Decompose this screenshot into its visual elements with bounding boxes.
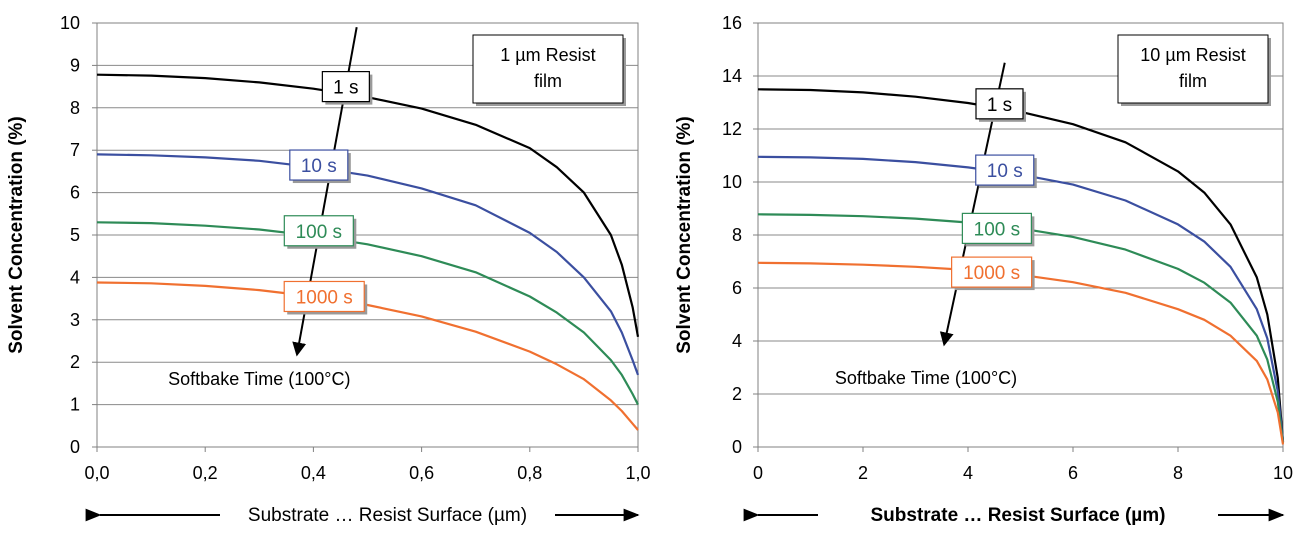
- curve-label: 1 s: [987, 95, 1012, 116]
- series-line-1s: [96, 73, 640, 337]
- y-tick-label: 12: [722, 119, 742, 139]
- series-line-1000s: [96, 281, 639, 431]
- y-tick-label: 7: [70, 140, 80, 160]
- series-line-1s: [757, 88, 1285, 442]
- y-axis-label: Solvent Concentration (%): [6, 116, 27, 354]
- chart-right-10um: 0 2 4 6 8 10 12 14 16 0 2 4 6 8 10 Solvent Concentratio…: [674, 13, 1293, 526]
- curve-label-box: [321, 70, 370, 103]
- y-tick-label: 6: [70, 183, 80, 203]
- curve-label: 1 s: [333, 78, 358, 99]
- film-box-text: film: [534, 71, 562, 91]
- curve-label: 100 s: [974, 219, 1020, 240]
- y-tick-label: 9: [70, 55, 80, 75]
- x-tick-label: 0,8: [517, 463, 542, 483]
- x-tick-label: 8: [1173, 463, 1183, 483]
- series-line-10s: [757, 155, 1285, 442]
- y-tick-label: 3: [70, 310, 80, 330]
- x-tick-label: 1,0: [625, 463, 650, 483]
- film-box-text: film: [1179, 71, 1207, 91]
- x-tick-label: 0,2: [193, 463, 218, 483]
- softbake-annotation: Softbake Time (100°C): [835, 368, 1017, 388]
- x-tick-label: 2: [858, 463, 868, 483]
- y-tick-label: 2: [70, 352, 80, 372]
- curve-label-box: [975, 88, 1024, 120]
- curve-label-box: [975, 154, 1035, 186]
- y-tick-label: 8: [732, 225, 742, 245]
- x-tick-label: 0,4: [301, 463, 326, 483]
- film-box: [1117, 34, 1269, 104]
- x-tick-label: 4: [963, 463, 973, 483]
- y-tick-label: 0: [70, 437, 80, 457]
- curve-label: 100 s: [296, 222, 342, 243]
- y-tick-label: 0: [732, 437, 742, 457]
- y-tick-label: 14: [722, 66, 742, 86]
- x-axis-label: Substrate … Resist Surface (µm): [248, 505, 527, 526]
- film-box: [472, 34, 624, 104]
- film-box-text: 1 µm Resist: [500, 45, 595, 65]
- y-tick-label: 1: [70, 395, 80, 415]
- curve-label-box: [289, 149, 349, 181]
- curve-label: 10 s: [301, 156, 337, 177]
- curve-label-box: [283, 215, 354, 247]
- y-tick-label: 16: [722, 13, 742, 33]
- x-tick-label: 0,0: [84, 463, 109, 483]
- curve-label: 1000 s: [296, 287, 353, 308]
- series-line-10s: [96, 153, 640, 376]
- series-line-1000s: [757, 261, 1285, 445]
- y-tick-label: 4: [732, 331, 742, 351]
- x-axis-label: Substrate … Resist Surface (µm): [871, 505, 1166, 526]
- x-tick-label: 6: [1068, 463, 1078, 483]
- y-tick-label: 6: [732, 278, 742, 298]
- film-box-text: 10 µm Resist: [1140, 45, 1245, 65]
- softbake-annotation: Softbake Time (100°C): [168, 369, 350, 389]
- y-tick-label: 10: [60, 13, 80, 33]
- chart-left-1um: 0 1 2 3 4 5 6 7 8 9 10 0,0 0,2 0,4 0,6 0,8 1,0 Solvent Co…: [6, 13, 651, 526]
- curve-label-box: [951, 256, 1033, 288]
- x-tick-label: 0: [753, 463, 763, 483]
- y-tick-label: 8: [70, 98, 80, 118]
- curve-label-box: [283, 280, 365, 313]
- curve-label-box: [961, 212, 1032, 244]
- x-tick-label: 10: [1273, 463, 1293, 483]
- y-tick-label: 5: [70, 225, 80, 245]
- y-tick-label: 2: [732, 384, 742, 404]
- curve-label: 1000 s: [963, 263, 1020, 284]
- x-tick-label: 0,6: [409, 463, 434, 483]
- series-line-100s: [96, 221, 639, 406]
- y-axis-label: Solvent Concentration (%): [674, 116, 695, 354]
- curve-label: 10 s: [987, 161, 1023, 182]
- y-tick-label: 4: [70, 267, 80, 287]
- y-tick-label: 10: [722, 172, 742, 192]
- series-line-100s: [757, 213, 1285, 444]
